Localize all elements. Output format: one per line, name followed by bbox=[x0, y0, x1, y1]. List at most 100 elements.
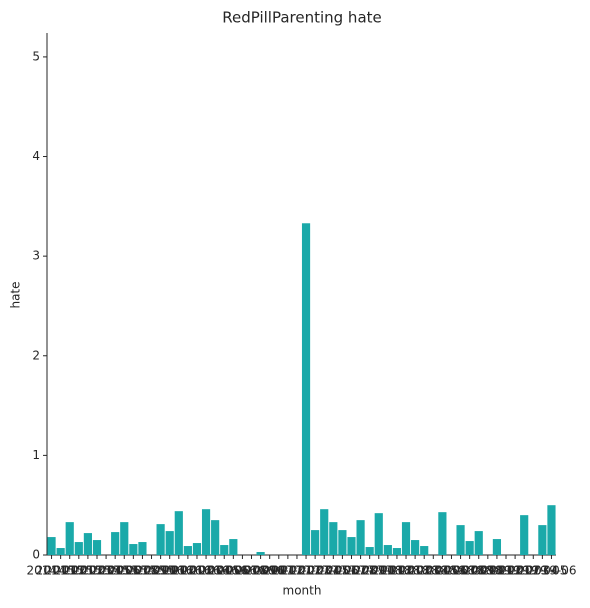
x-tick-label: 2017-11 bbox=[354, 564, 404, 578]
y-tick-label: 4 bbox=[32, 149, 40, 163]
x-axis-label: month bbox=[283, 584, 322, 598]
x-tick-label: 2017-12 bbox=[363, 564, 413, 578]
x-tick-label: 2018-12 bbox=[472, 564, 522, 578]
bar bbox=[174, 511, 183, 555]
x-tick-label: 2015-01 bbox=[45, 564, 95, 578]
y-tick-label: 1 bbox=[32, 448, 40, 462]
x-tick-label: 2014-12 bbox=[36, 564, 86, 578]
bar bbox=[520, 515, 529, 555]
x-tick-label: 2017-06 bbox=[308, 564, 358, 578]
bar bbox=[356, 520, 365, 555]
x-tick-label: 2016-07 bbox=[208, 564, 258, 578]
x-tick-label: 2018-04 bbox=[399, 564, 449, 578]
x-tick-label: 2015-09 bbox=[117, 564, 167, 578]
x-tick-label: 2016-11 bbox=[245, 564, 295, 578]
x-tick-label: 2015-12 bbox=[145, 564, 195, 578]
bar bbox=[538, 525, 547, 555]
x-tick-label: 2014-11 bbox=[26, 564, 76, 578]
x-tick-label: 2018-11 bbox=[463, 564, 513, 578]
bar bbox=[256, 552, 265, 555]
x-tick-label: 2018-05 bbox=[408, 564, 458, 578]
bar bbox=[456, 525, 465, 555]
bar bbox=[47, 537, 56, 555]
x-tick-label: 2016-02 bbox=[163, 564, 213, 578]
x-tick-label: 2017-05 bbox=[299, 564, 349, 578]
x-tick-label: 2017-01 bbox=[263, 564, 313, 578]
bar bbox=[329, 522, 338, 555]
x-tick-label: 2019-06 bbox=[526, 564, 576, 578]
bar bbox=[365, 547, 374, 555]
x-tick-label: 2019-03 bbox=[499, 564, 549, 578]
bar bbox=[74, 542, 83, 555]
x-tick-label: 2017-10 bbox=[345, 564, 395, 578]
bar bbox=[138, 542, 147, 555]
y-tick-label: 3 bbox=[32, 249, 40, 263]
x-tick-label: 2018-03 bbox=[390, 564, 440, 578]
x-tick-label: 2015-05 bbox=[81, 564, 131, 578]
x-tick-label: 2018-02 bbox=[381, 564, 431, 578]
x-tick-label: 2016-10 bbox=[236, 564, 286, 578]
bar bbox=[547, 505, 556, 555]
x-tick-label: 2015-08 bbox=[108, 564, 158, 578]
bar bbox=[65, 522, 74, 555]
x-tick-label: 2015-10 bbox=[126, 564, 176, 578]
x-tick-label: 2019-05 bbox=[517, 564, 567, 578]
x-tick-label: 2015-07 bbox=[99, 564, 149, 578]
bar bbox=[383, 545, 392, 555]
bar bbox=[92, 540, 102, 555]
x-tick-label: 2018-08 bbox=[435, 564, 485, 578]
bar bbox=[156, 524, 165, 555]
bar bbox=[311, 530, 320, 555]
x-tick-label: 2016-01 bbox=[154, 564, 204, 578]
x-tick-label: 2015-11 bbox=[136, 564, 186, 578]
bar bbox=[438, 512, 447, 555]
bar bbox=[320, 509, 329, 555]
bar bbox=[420, 546, 429, 555]
bar bbox=[192, 543, 202, 555]
x-tick-label: 2016-08 bbox=[217, 564, 267, 578]
x-tick-label: 2019-04 bbox=[508, 564, 558, 578]
y-tick-label: 0 bbox=[32, 548, 40, 562]
bar bbox=[465, 541, 474, 555]
bar bbox=[211, 520, 220, 555]
bar bbox=[183, 546, 192, 555]
bar bbox=[392, 548, 402, 555]
y-tick-label: 5 bbox=[32, 49, 40, 63]
x-tick-label: 2016-06 bbox=[199, 564, 249, 578]
bar bbox=[220, 545, 229, 555]
x-tick-label: 2016-03 bbox=[172, 564, 222, 578]
bar bbox=[165, 531, 174, 555]
x-tick-label: 2018-09 bbox=[445, 564, 495, 578]
x-tick-label: 2016-05 bbox=[190, 564, 240, 578]
bar bbox=[474, 531, 483, 555]
x-tick-label: 2017-02 bbox=[272, 564, 322, 578]
bar bbox=[338, 530, 347, 555]
bar bbox=[56, 548, 65, 555]
bar bbox=[229, 539, 238, 555]
bar bbox=[401, 522, 411, 555]
bar bbox=[301, 223, 311, 555]
bar bbox=[111, 532, 120, 555]
bar bbox=[120, 522, 129, 555]
y-tick-label: 2 bbox=[32, 348, 40, 362]
bar bbox=[347, 537, 356, 555]
x-tick-label: 2017-07 bbox=[317, 564, 367, 578]
x-tick-label: 2018-07 bbox=[426, 564, 476, 578]
x-tick-label: 2017-03 bbox=[281, 564, 331, 578]
x-tick-label: 2016-09 bbox=[226, 564, 276, 578]
bar bbox=[492, 539, 502, 555]
y-axis-label: hate bbox=[9, 281, 23, 308]
x-tick-label: 2015-06 bbox=[90, 564, 140, 578]
x-tick-label: 2019-01 bbox=[481, 564, 531, 578]
bar bbox=[201, 509, 211, 555]
chart-title: RedPillParenting hate bbox=[222, 9, 382, 27]
x-tick-label: 2018-10 bbox=[454, 564, 504, 578]
bar bbox=[129, 544, 138, 555]
x-tick-label: 2017-04 bbox=[290, 564, 340, 578]
bar bbox=[374, 513, 383, 555]
x-tick-label: 2015-03 bbox=[63, 564, 113, 578]
x-tick-label: 2016-04 bbox=[181, 564, 231, 578]
x-tick-label: 2018-06 bbox=[417, 564, 467, 578]
x-tick-label: 2015-02 bbox=[54, 564, 104, 578]
